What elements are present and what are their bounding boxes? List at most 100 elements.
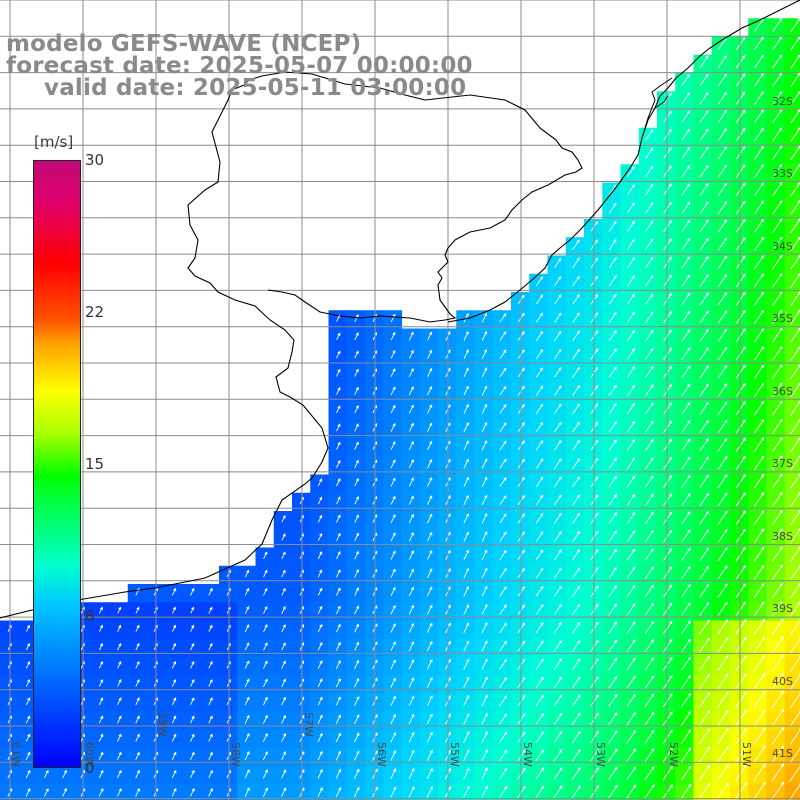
wind-arrow — [390, 677, 396, 688]
wind-arrow — [626, 220, 635, 232]
wind-arrow — [335, 696, 341, 706]
wind-arrow — [662, 656, 673, 671]
wind-arrow — [681, 674, 691, 690]
wind-arrow — [608, 402, 617, 415]
wind-arrow — [554, 330, 562, 341]
wind-arrow — [535, 349, 544, 360]
wind-arrow — [336, 386, 341, 395]
wind-arrow — [572, 567, 581, 579]
wind-arrow — [499, 495, 507, 506]
wind-arrow — [699, 365, 709, 379]
wind-arrow — [354, 714, 360, 724]
wind-cell — [565, 547, 585, 567]
wind-arrow — [608, 585, 617, 598]
wind-arrow — [753, 636, 766, 654]
colorbar-tick-15: 15 — [85, 455, 105, 473]
wind-arrow — [698, 709, 711, 727]
wind-arrow — [117, 660, 122, 669]
wind-arrow — [335, 587, 341, 596]
wind-arrow — [771, 763, 785, 782]
wind-arrow — [626, 548, 636, 561]
lon-label-54w: 54W — [521, 742, 534, 767]
wind-arrow — [25, 769, 31, 779]
wind-arrow — [463, 731, 470, 743]
wind-arrow — [699, 419, 709, 434]
wind-arrow — [463, 531, 469, 542]
wind-arrow — [390, 331, 396, 341]
wind-cell — [784, 18, 800, 38]
wind-arrow — [681, 602, 691, 616]
wind-arrow — [553, 730, 563, 744]
wind-arrow — [463, 403, 469, 414]
wind-cell — [766, 784, 786, 800]
wind-arrow — [717, 618, 729, 635]
wind-arrow — [645, 274, 654, 287]
wind-arrow — [681, 146, 691, 160]
wind-arrow — [716, 727, 729, 745]
wind-cell — [730, 511, 749, 530]
wind-arrow — [135, 733, 140, 742]
wind-cell — [784, 36, 800, 56]
wind-arrow — [354, 623, 360, 633]
wind-arrow — [717, 219, 728, 233]
wind-arrow — [699, 255, 709, 269]
wind-arrow — [790, 364, 800, 380]
wind-arrow — [608, 621, 618, 634]
wind-arrow — [171, 642, 176, 651]
wind-arrow — [189, 787, 195, 797]
wind-arrow — [644, 511, 654, 525]
wind-arrow — [644, 529, 654, 543]
wind-arrow — [772, 200, 783, 215]
wind-arrow — [698, 746, 711, 763]
wind-cell — [730, 675, 749, 695]
wind-arrow — [681, 92, 691, 105]
wind-arrow — [426, 658, 433, 670]
wind-arrow — [626, 384, 636, 397]
wind-arrow — [699, 456, 709, 470]
wind-arrow — [353, 786, 360, 798]
wind-arrow — [554, 385, 562, 396]
wind-arrow — [572, 294, 580, 305]
wind-arrow — [390, 404, 396, 414]
wind-arrow — [717, 91, 727, 105]
wind-arrow — [463, 494, 469, 506]
colorbar-tick-8: 8 — [85, 607, 95, 625]
wind-arrow — [25, 624, 30, 632]
wind-arrow — [281, 787, 287, 797]
lon-label-55w: 55W — [448, 742, 461, 767]
wind-arrow — [408, 331, 414, 341]
wind-arrow — [354, 659, 360, 670]
wind-arrow — [680, 729, 692, 744]
wind-arrow — [717, 437, 728, 452]
wind-arrow — [535, 731, 544, 744]
wind-arrow — [645, 329, 654, 342]
wind-arrow — [572, 457, 580, 469]
wind-arrow — [354, 441, 359, 450]
wind-arrow — [662, 783, 673, 799]
wind-arrow — [663, 584, 673, 598]
wind-arrow — [117, 715, 122, 724]
wind-cell — [620, 456, 640, 476]
wind-arrow — [626, 748, 636, 762]
wind-arrow — [644, 620, 654, 634]
wind-arrow — [772, 236, 783, 252]
wind-arrow — [354, 350, 359, 359]
wind-arrow — [263, 624, 268, 633]
wind-arrow — [354, 496, 359, 505]
wind-arrow — [681, 565, 691, 580]
wind-arrow — [717, 292, 728, 306]
wind-arrow — [463, 676, 470, 688]
wind-arrow — [753, 763, 766, 782]
wind-arrow — [554, 294, 562, 305]
wind-arrow — [426, 713, 433, 725]
wind-arrow — [753, 690, 766, 709]
wind-arrow — [317, 605, 323, 614]
wind-arrow — [463, 312, 469, 323]
wind-arrow — [771, 582, 783, 599]
wind-cell — [784, 164, 800, 184]
wind-arrow — [753, 546, 765, 562]
wind-arrow — [354, 605, 359, 615]
wind-arrow — [353, 732, 360, 743]
wind-arrow — [645, 201, 654, 214]
